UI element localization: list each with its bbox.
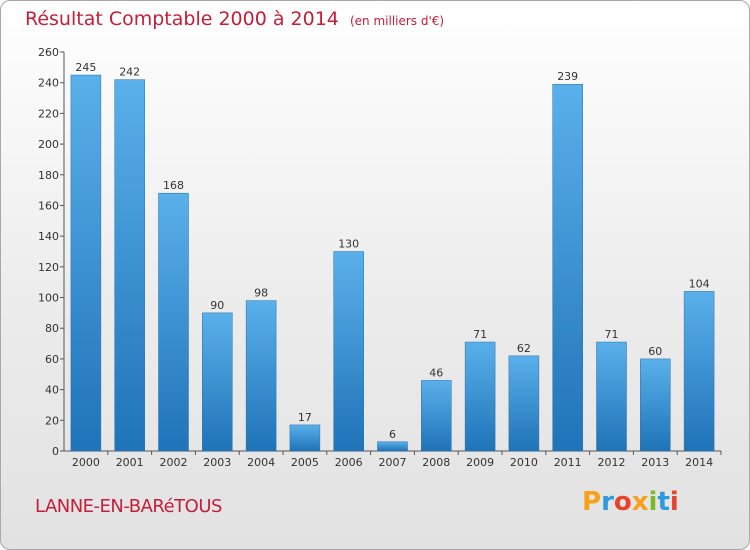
logo-letter: P <box>582 487 602 517</box>
bar-2000 <box>70 74 102 452</box>
y-tick-label: 200 <box>38 138 59 151</box>
logo-letter: i <box>669 487 679 517</box>
y-tick-label: 240 <box>38 77 59 90</box>
bar-2008 <box>421 380 452 452</box>
bar-2005 <box>289 424 321 452</box>
chart-title-text: Résultat Comptable 2000 à 2014 <box>25 8 339 30</box>
value-label-2012: 71 <box>605 328 619 341</box>
bar-2006 <box>333 251 364 452</box>
logo-letter: r <box>601 487 614 517</box>
value-label-2008: 46 <box>429 366 443 379</box>
y-tick-label: 80 <box>45 322 59 335</box>
bar-2002 <box>158 192 189 452</box>
x-tick-label: 2000 <box>72 456 100 469</box>
x-tick-label: 2013 <box>641 456 669 469</box>
value-label-2007: 6 <box>389 428 396 441</box>
chart-unit: (en milliers d'€) <box>349 14 445 28</box>
y-tick-label: 160 <box>38 199 59 212</box>
bar-2003 <box>202 312 233 452</box>
chart-title: Résultat Comptable 2000 à 2014 (en milli… <box>25 8 444 30</box>
value-labels: 245 242 168 90 98 17 130 6 46 71 62 239 71 60 104 <box>75 61 709 441</box>
x-tick-label: 2010 <box>510 456 538 469</box>
value-label-2002: 168 <box>163 179 184 192</box>
value-label-2006: 130 <box>338 238 359 251</box>
y-tick-label: 0 <box>52 445 59 458</box>
bar-2004 <box>245 300 277 452</box>
logo-letter: i <box>648 487 658 517</box>
bar-2012 <box>596 341 627 452</box>
y-tick-label: 20 <box>45 414 59 427</box>
commune-name: LANNE-EN-BARéTOUS <box>35 496 222 517</box>
y-tick-label: 260 <box>38 46 59 59</box>
value-label-2003: 90 <box>210 299 224 312</box>
bar-2009 <box>464 341 496 452</box>
value-label-2000: 245 <box>75 61 96 74</box>
x-tick-label: 2002 <box>160 456 188 469</box>
value-label-2011: 239 <box>557 70 578 83</box>
bar-2010 <box>508 355 540 452</box>
value-label-2001: 242 <box>119 66 140 79</box>
x-tick-label: 2007 <box>379 456 407 469</box>
logo-letter: t <box>657 487 670 517</box>
x-tick-label: 2001 <box>116 456 144 469</box>
bar-2011 <box>552 83 583 452</box>
value-label-2004: 98 <box>254 287 268 300</box>
logo-letter: x <box>631 487 649 517</box>
proxiti-logo: Proxiti <box>582 487 679 517</box>
x-tick-label: 2009 <box>466 456 494 469</box>
bar-2001 <box>114 79 145 452</box>
logo-letter: o <box>613 487 632 517</box>
x-tick-label: 2003 <box>203 456 231 469</box>
x-tick-label: 2011 <box>554 456 582 469</box>
y-tick-label: 220 <box>38 107 59 120</box>
value-label-2010: 62 <box>517 342 531 355</box>
y-tick-label: 100 <box>38 292 59 305</box>
x-tick-label: 2012 <box>598 456 626 469</box>
x-tick-label: 2014 <box>685 456 713 469</box>
value-label-2009: 71 <box>473 328 487 341</box>
y-tick-label: 60 <box>45 353 59 366</box>
x-tick-label: 2006 <box>335 456 363 469</box>
bars <box>70 74 715 452</box>
value-label-2014: 104 <box>689 277 710 290</box>
x-tick-label: 2008 <box>422 456 450 469</box>
y-tick-label: 40 <box>45 384 59 397</box>
bar-2007 <box>377 441 408 452</box>
x-tick-label: 2005 <box>291 456 319 469</box>
bar-2014 <box>683 291 715 452</box>
x-tick-label: 2004 <box>247 456 275 469</box>
value-label-2013: 60 <box>648 345 662 358</box>
y-tick-label: 120 <box>38 261 59 274</box>
bar-2013 <box>640 358 671 452</box>
value-label-2005: 17 <box>298 411 312 424</box>
y-tick-label: 140 <box>38 230 59 243</box>
y-tick-label: 180 <box>38 169 59 182</box>
